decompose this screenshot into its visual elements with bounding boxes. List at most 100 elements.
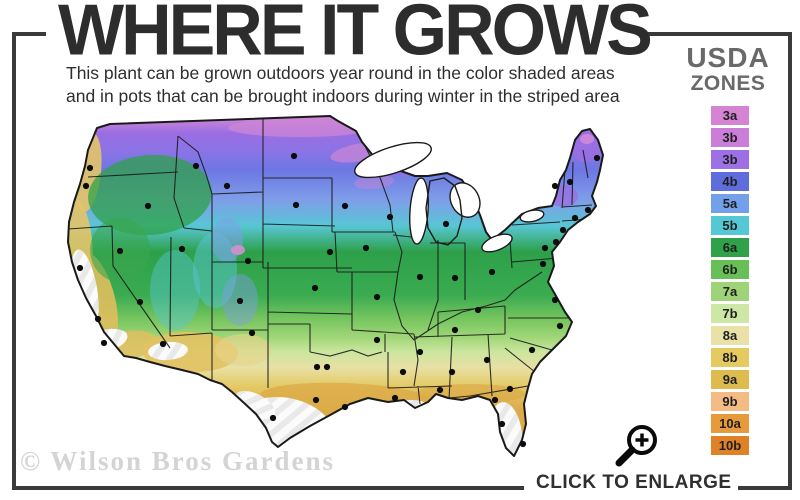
zone-region-blob bbox=[211, 218, 243, 262]
city-dot bbox=[559, 226, 567, 234]
city-dot bbox=[483, 356, 491, 364]
click-to-enlarge-button[interactable]: CLICK TO ENLARGE bbox=[536, 472, 732, 493]
usda-label: USDA bbox=[686, 42, 770, 73]
city-dot bbox=[159, 340, 167, 348]
city-dot bbox=[386, 213, 394, 221]
city-dot bbox=[528, 346, 536, 354]
city-dot bbox=[76, 264, 84, 272]
subtitle: This plant can be grown outdoors year ro… bbox=[66, 62, 666, 108]
city-dot bbox=[248, 329, 256, 337]
zone-region-blob bbox=[150, 250, 200, 330]
city-dot bbox=[451, 326, 459, 334]
frame-border-top-left bbox=[12, 32, 46, 36]
frame-border-right bbox=[788, 32, 792, 490]
city-dot bbox=[144, 202, 152, 210]
subtitle-line-2: and in pots that can be brought indoors … bbox=[66, 86, 620, 106]
us-map-land bbox=[67, 115, 604, 457]
city-dot bbox=[136, 298, 144, 306]
city-dot bbox=[498, 420, 506, 428]
city-dot bbox=[312, 396, 320, 404]
great-lakes bbox=[354, 141, 545, 253]
city-dot bbox=[551, 182, 559, 190]
city-dot bbox=[269, 414, 277, 422]
city-dot bbox=[290, 152, 298, 160]
frame-border-left bbox=[12, 32, 16, 490]
usda-zones-heading: USDA ZONES bbox=[678, 44, 778, 96]
state-borders bbox=[68, 116, 593, 405]
legend-zone-chip: 7a bbox=[711, 282, 749, 301]
subtitle-line-1: This plant can be grown outdoors year ro… bbox=[66, 63, 615, 83]
frame-border-bottom-left bbox=[12, 486, 524, 490]
michigan-mitten-stroke bbox=[425, 177, 463, 246]
city-dot bbox=[584, 206, 592, 214]
city-dot bbox=[556, 322, 564, 330]
city-dot bbox=[399, 368, 407, 376]
page-title: WHERE IT GROWS bbox=[58, 0, 653, 71]
city-dot bbox=[488, 268, 496, 276]
city-dot bbox=[442, 220, 450, 228]
city-dot bbox=[491, 396, 499, 404]
magnifier-plus-icon[interactable] bbox=[608, 420, 660, 472]
watermark: © Wilson Bros Gardens bbox=[20, 446, 335, 476]
legend-zone-chip: 3b bbox=[711, 150, 749, 169]
city-dot bbox=[391, 394, 399, 402]
city-dot bbox=[451, 274, 459, 282]
legend-zone-chip: 8a bbox=[711, 326, 749, 345]
zone-region-blob bbox=[234, 390, 276, 420]
city-dot bbox=[323, 363, 331, 371]
city-dot bbox=[292, 201, 300, 209]
city-dot bbox=[519, 440, 527, 448]
city-dot bbox=[116, 247, 124, 255]
city-dot bbox=[566, 178, 574, 186]
legend-zone-chip: 5b bbox=[711, 216, 749, 235]
city-dot bbox=[552, 238, 560, 246]
zones-label: ZONES bbox=[690, 72, 766, 95]
legend-zone-chip: 8b bbox=[711, 348, 749, 367]
city-dot bbox=[551, 296, 559, 304]
city-dot bbox=[416, 273, 424, 281]
lake-michigan bbox=[409, 177, 429, 245]
city-dot bbox=[373, 336, 381, 344]
city-dot bbox=[373, 293, 381, 301]
legend-zone-chip: 7b bbox=[711, 304, 749, 323]
zone-region-blob bbox=[228, 119, 372, 137]
city-dot bbox=[362, 244, 370, 252]
legend-zone-chip: 10b bbox=[711, 436, 749, 455]
city-dot bbox=[326, 248, 334, 256]
city-dot bbox=[539, 260, 547, 268]
city-dot bbox=[341, 202, 349, 210]
city-dots bbox=[76, 152, 601, 448]
city-dot bbox=[94, 315, 102, 323]
city-dot bbox=[506, 385, 514, 393]
legend-zone-chip: 9a bbox=[711, 370, 749, 389]
city-dot bbox=[474, 306, 482, 314]
city-dot bbox=[82, 182, 90, 190]
zone-legend: 3a 3b 3b 4b 5a 5b 6a 6b 7a 7b 8a 8b 9a 9b 10a 10b bbox=[711, 106, 749, 458]
legend-zone-chip: 4b bbox=[711, 172, 749, 191]
city-dot bbox=[192, 162, 200, 170]
city-dot bbox=[341, 403, 349, 411]
city-dot bbox=[571, 214, 579, 222]
legend-zone-chip: 3b bbox=[711, 128, 749, 147]
zone-region-blob bbox=[231, 245, 245, 255]
city-dot bbox=[593, 154, 601, 162]
city-dot bbox=[541, 244, 549, 252]
frame-border-bottom-right bbox=[738, 486, 792, 490]
city-dot bbox=[244, 257, 252, 265]
city-dot bbox=[236, 297, 244, 305]
legend-zone-chip: 9b bbox=[711, 392, 749, 411]
city-dot bbox=[223, 182, 231, 190]
zone-region-blob bbox=[580, 134, 594, 144]
legend-zone-chip: 3a bbox=[711, 106, 749, 125]
zone-region-blob bbox=[148, 341, 188, 361]
lake-erie bbox=[481, 233, 513, 253]
city-dot bbox=[436, 386, 444, 394]
legend-zone-chip: 6b bbox=[711, 260, 749, 279]
city-dot bbox=[100, 339, 108, 347]
frame-border-top-right bbox=[641, 32, 792, 36]
legend-zone-chip: 5a bbox=[711, 194, 749, 213]
city-dot bbox=[416, 348, 424, 356]
city-dot bbox=[313, 363, 321, 371]
